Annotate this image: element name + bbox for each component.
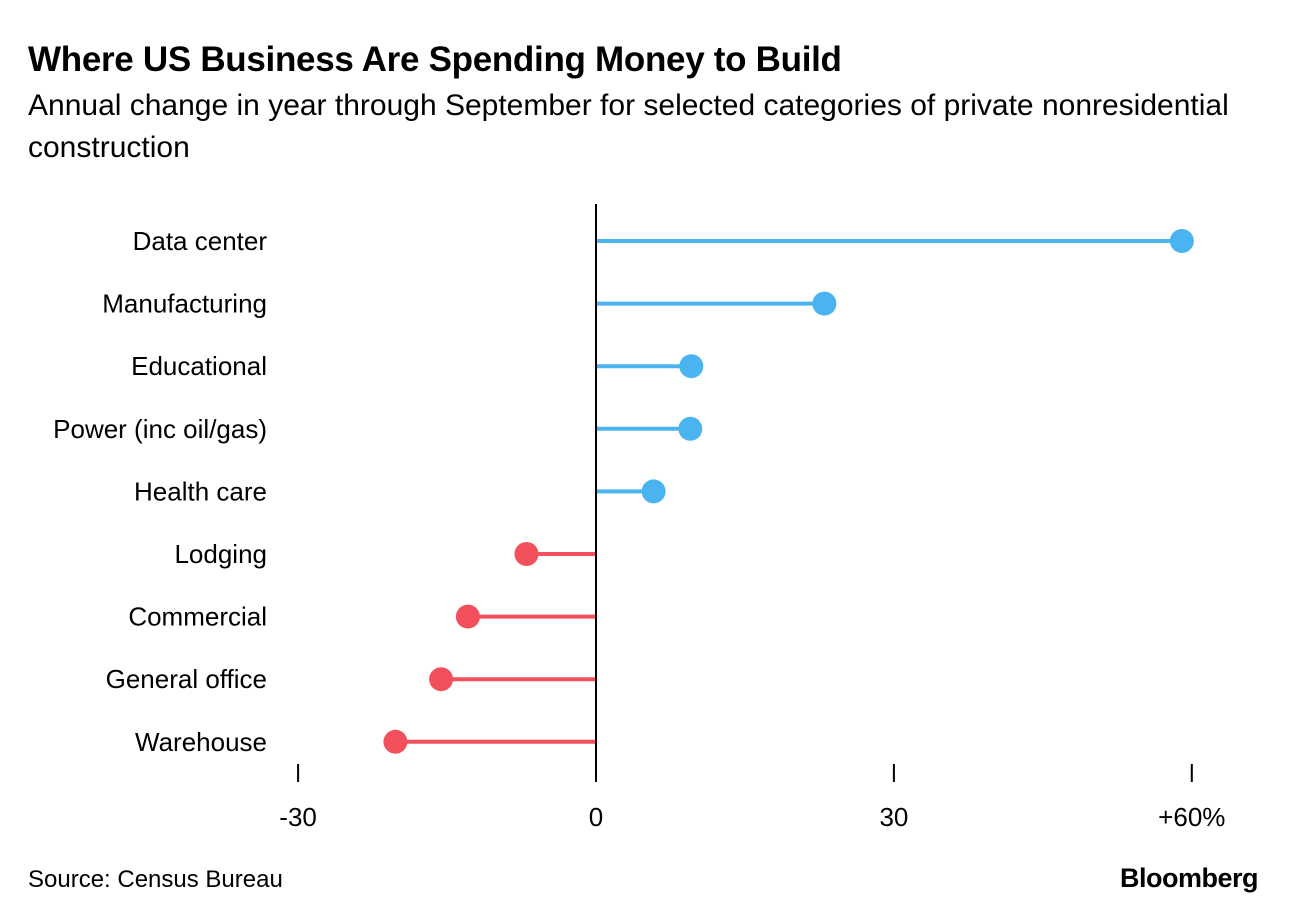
lollipop-dot-health-care bbox=[641, 479, 666, 504]
lollipop-dot-data-center bbox=[1169, 229, 1194, 253]
category-label-lodging: Lodging bbox=[174, 539, 267, 569]
x-tick-label-0: 0 bbox=[589, 802, 603, 832]
lollipop-series bbox=[383, 229, 1194, 754]
lollipop-dot-educational bbox=[679, 354, 704, 379]
x-axis-ticks: -30 0 30 +60% bbox=[279, 764, 1225, 832]
category-label-commercial: Commercial bbox=[128, 602, 267, 632]
category-label-warehouse: Warehouse bbox=[135, 727, 267, 757]
category-label-manufacturing: Manufacturing bbox=[102, 289, 267, 319]
lollipop-dot-lodging bbox=[514, 542, 539, 566]
category-label-health-care: Health care bbox=[134, 476, 267, 506]
category-label-general-office: General office bbox=[106, 664, 267, 694]
category-label-power-inc-oil-gas: Power (inc oil/gas) bbox=[53, 414, 267, 444]
category-labels: Data center Manufacturing Educational Power… bbox=[53, 226, 267, 757]
chart-title: Where US Business Are Spending Money to … bbox=[28, 40, 842, 79]
category-label-data-center: Data center bbox=[133, 226, 268, 256]
bloomberg-logo: Bloomberg bbox=[1119, 863, 1259, 893]
x-tick-label-30: 30 bbox=[879, 802, 908, 832]
lollipop-dot-commercial bbox=[455, 604, 480, 629]
x-tick-label-30: -30 bbox=[279, 802, 317, 832]
lollipop-dot-power-inc-oil-gas bbox=[678, 416, 703, 441]
source-note: Source: Census Bureau bbox=[28, 866, 283, 893]
lollipop-dot-warehouse bbox=[383, 729, 408, 754]
category-label-educational: Educational bbox=[131, 351, 267, 381]
lollipop-dot-manufacturing bbox=[812, 291, 837, 316]
x-tick-label-60: +60% bbox=[1158, 802, 1225, 832]
lollipop-dot-general-office bbox=[429, 667, 454, 692]
chart-subtitle: Annual change in year through September … bbox=[28, 89, 1229, 164]
